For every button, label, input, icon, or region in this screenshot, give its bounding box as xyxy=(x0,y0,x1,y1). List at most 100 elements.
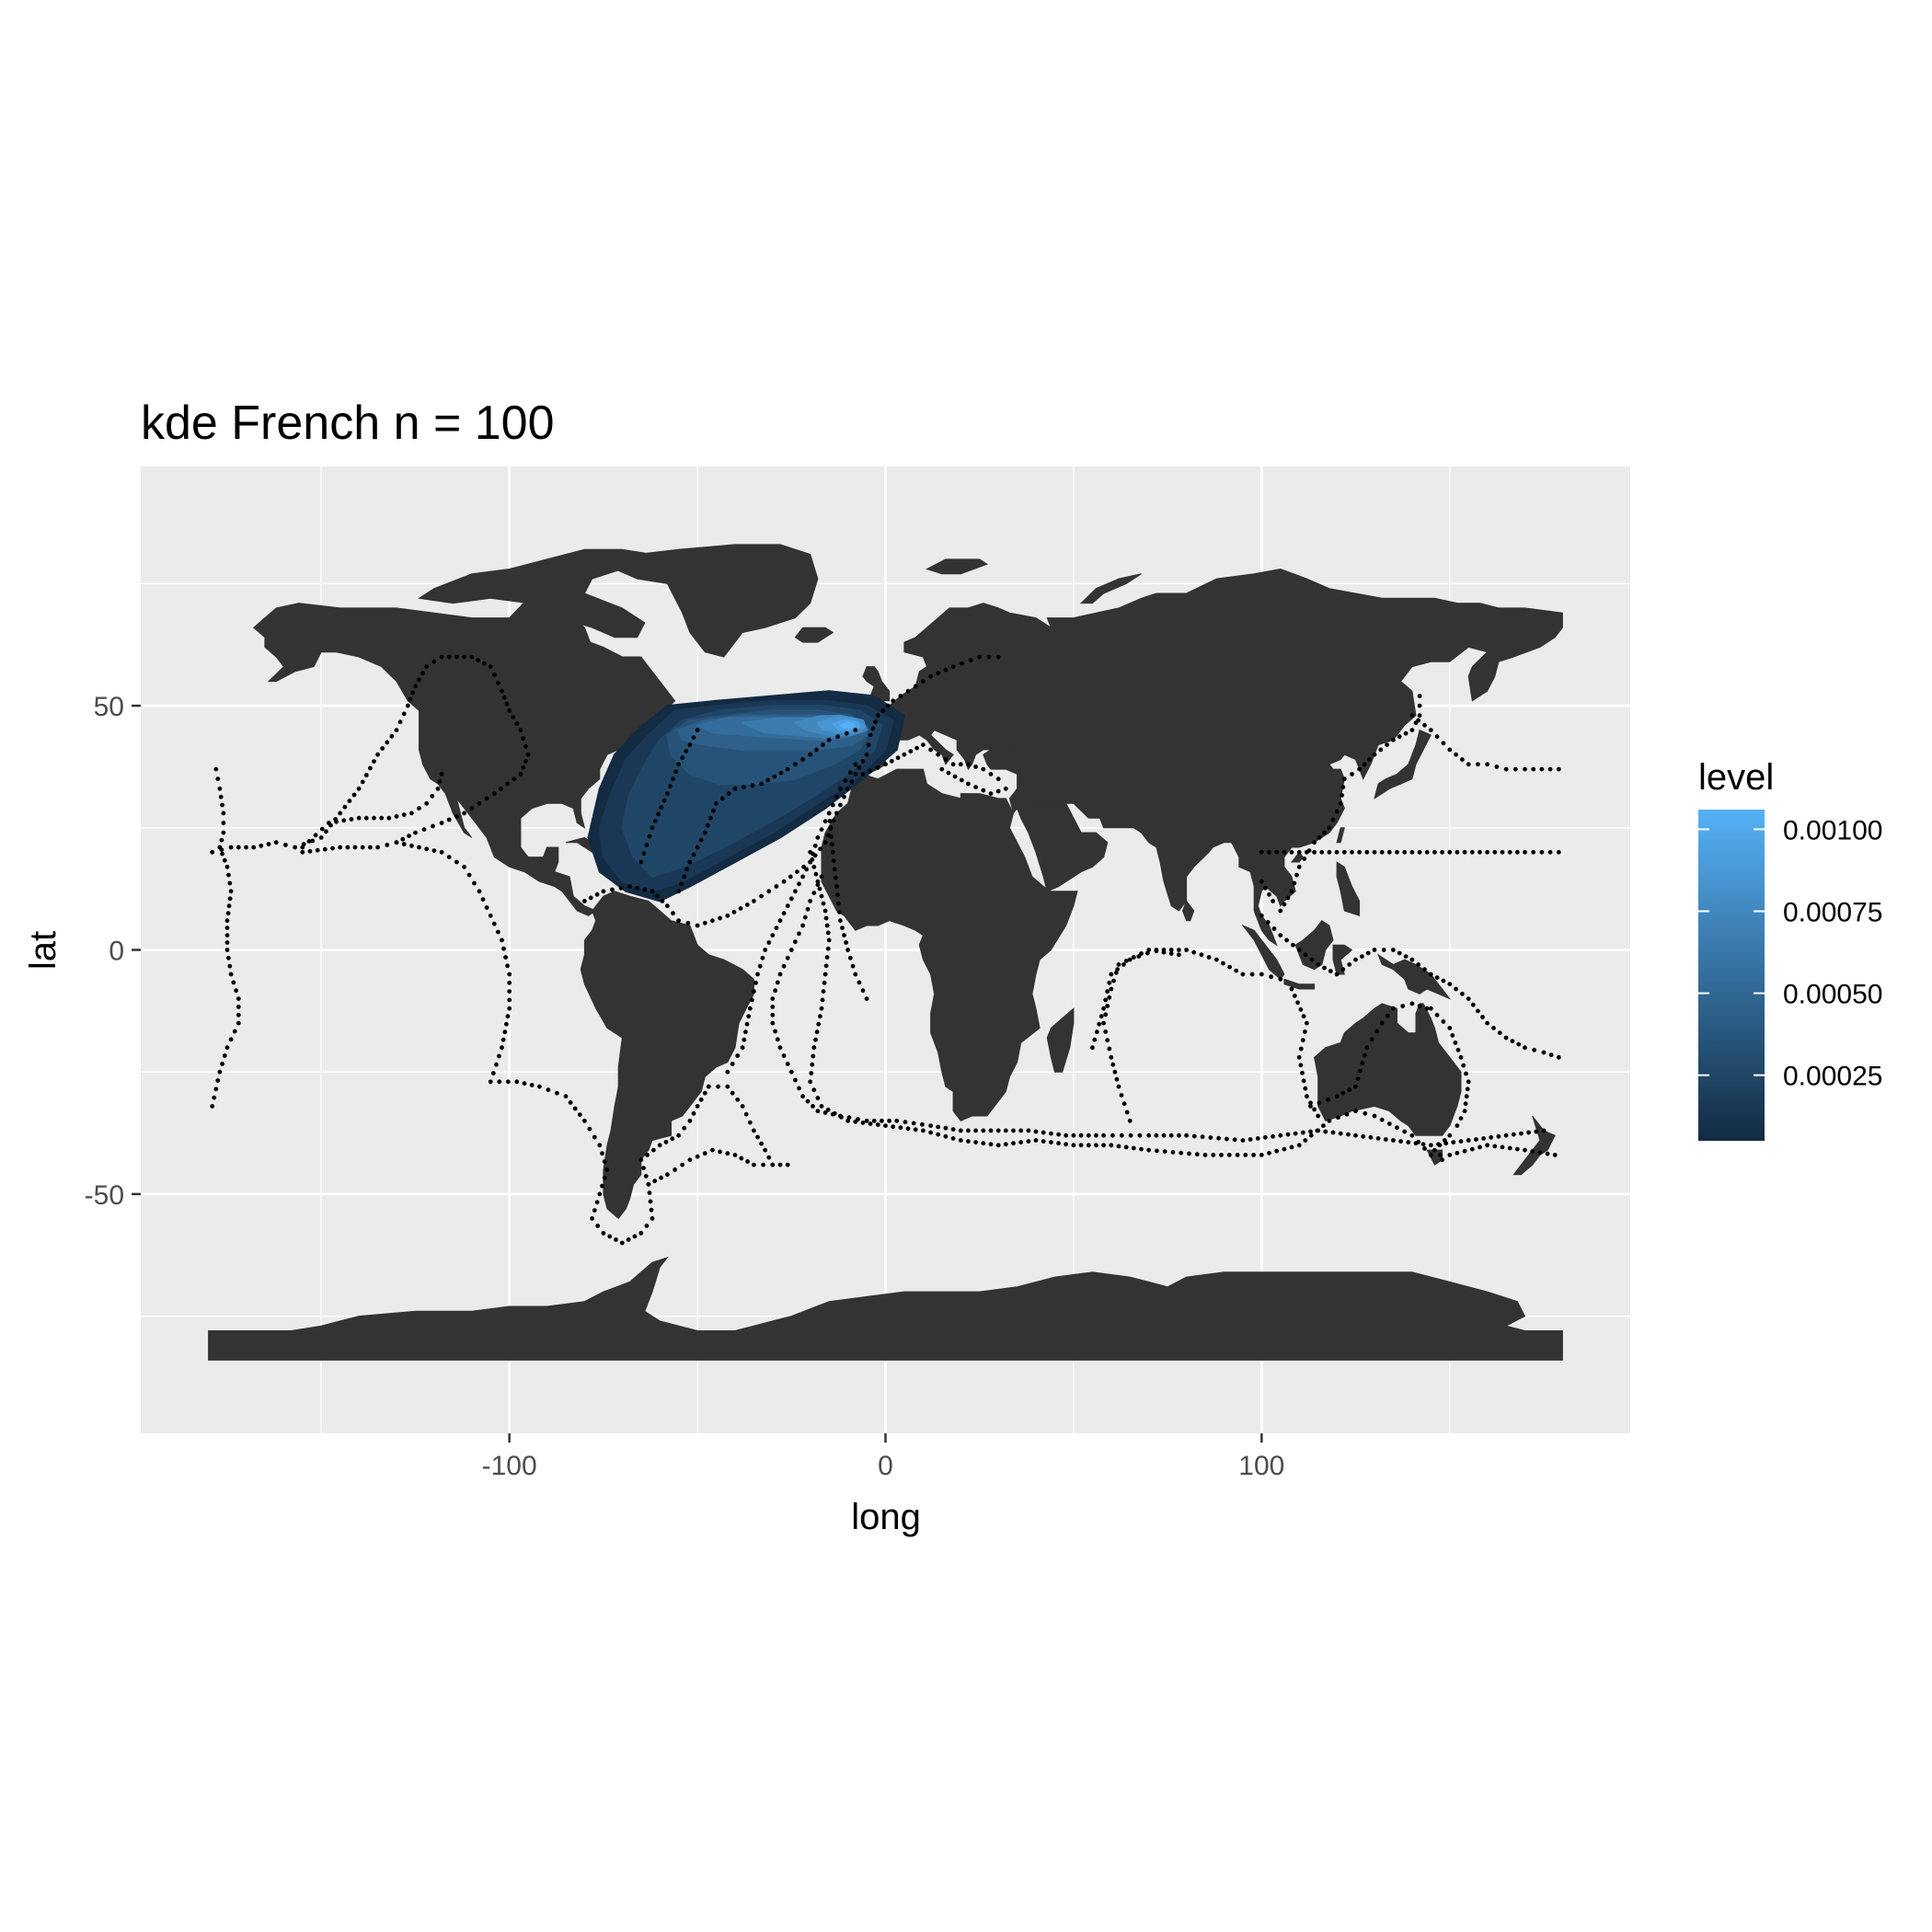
track-point xyxy=(379,815,385,821)
track-point xyxy=(222,1053,227,1058)
landmass-eurasia xyxy=(846,568,1563,947)
legend-break-label: 0.00100 xyxy=(1783,815,1882,845)
track-point xyxy=(847,770,853,775)
track-point xyxy=(1285,895,1291,901)
track-point xyxy=(1302,857,1307,861)
track-point xyxy=(435,786,441,791)
track-point xyxy=(420,671,425,676)
track-point xyxy=(815,882,821,888)
track-point xyxy=(770,996,776,1001)
track-point xyxy=(1400,1004,1406,1008)
track-point xyxy=(920,1121,925,1127)
track-point xyxy=(775,1037,780,1042)
track-point xyxy=(389,733,395,739)
track-point xyxy=(844,940,848,945)
track-point xyxy=(1289,986,1294,992)
track-point xyxy=(1291,942,1295,948)
kde-contour-level xyxy=(839,721,855,729)
track-point xyxy=(828,826,834,832)
track-point xyxy=(521,736,526,741)
track-point xyxy=(747,1006,753,1011)
legend: level 0.00025 0.00050 0.00075 0.00100 xyxy=(1698,757,1882,1141)
track-point xyxy=(1357,849,1362,855)
track-point xyxy=(1308,1129,1313,1134)
track-point xyxy=(1391,737,1396,742)
track-point xyxy=(1514,849,1520,855)
track-point xyxy=(224,918,230,924)
track-point xyxy=(1316,962,1321,967)
track-point xyxy=(950,664,956,669)
track-point xyxy=(1267,891,1271,897)
track-point xyxy=(958,1138,963,1143)
track-point xyxy=(507,989,512,994)
track-point xyxy=(1364,849,1370,855)
track-point xyxy=(1355,1076,1361,1081)
track-point xyxy=(1455,1150,1460,1156)
track-point xyxy=(785,1162,790,1167)
track-point xyxy=(788,896,794,902)
track-point xyxy=(1137,1133,1143,1138)
track-point xyxy=(834,794,839,799)
track-point xyxy=(1353,1084,1358,1089)
track-point xyxy=(657,1143,662,1148)
track-point xyxy=(1251,1153,1256,1157)
track-point xyxy=(1309,957,1315,962)
track-point xyxy=(439,849,444,855)
track-point xyxy=(781,879,787,884)
track-point xyxy=(652,1179,658,1184)
track-point xyxy=(731,910,737,914)
track-point xyxy=(324,829,328,834)
track-point xyxy=(1300,1070,1305,1075)
track-point xyxy=(770,933,776,937)
track-point xyxy=(880,1118,884,1123)
track-point xyxy=(283,843,288,847)
track-point xyxy=(827,819,833,823)
track-point xyxy=(409,811,414,816)
track-point xyxy=(695,1104,700,1109)
track-point xyxy=(1064,1133,1069,1138)
track-point xyxy=(334,819,339,824)
track-point xyxy=(797,1086,801,1091)
track-point xyxy=(822,980,827,985)
track-point xyxy=(744,903,750,907)
track-point xyxy=(1296,864,1302,869)
track-point xyxy=(797,931,801,937)
track-point xyxy=(424,846,430,852)
track-point xyxy=(739,1156,744,1161)
track-point xyxy=(921,679,926,684)
track-point xyxy=(597,1143,603,1148)
track-point xyxy=(228,845,234,850)
track-point xyxy=(521,765,526,770)
track-point xyxy=(1503,1133,1509,1138)
track-point xyxy=(705,822,710,828)
track-point xyxy=(1289,849,1294,855)
track-point xyxy=(800,923,805,928)
track-point xyxy=(1447,1133,1453,1138)
track-point xyxy=(770,1005,776,1009)
track-point xyxy=(815,879,821,884)
track-point xyxy=(875,1122,880,1127)
track-point xyxy=(760,955,765,960)
track-point xyxy=(702,1151,707,1156)
track-point xyxy=(870,726,876,731)
track-point xyxy=(476,658,480,662)
track-point xyxy=(1161,949,1167,955)
track-point xyxy=(488,1079,493,1085)
landmass-australia xyxy=(1314,1003,1462,1136)
track-point xyxy=(1397,734,1402,740)
track-point xyxy=(889,758,894,764)
track-point xyxy=(523,758,528,764)
track-point xyxy=(1285,1132,1291,1137)
track-point xyxy=(1293,1131,1298,1136)
track-point xyxy=(1485,1143,1489,1148)
track-point xyxy=(822,1110,828,1115)
track-point xyxy=(347,799,352,803)
track-point xyxy=(1422,1146,1427,1151)
landmass-canadian-arctic-islands xyxy=(418,548,654,609)
track-point xyxy=(1116,962,1121,967)
track-point xyxy=(1312,1107,1317,1112)
track-point xyxy=(512,776,517,782)
track-point xyxy=(1447,1026,1453,1030)
track-point xyxy=(743,1111,749,1117)
track-point xyxy=(491,673,497,677)
